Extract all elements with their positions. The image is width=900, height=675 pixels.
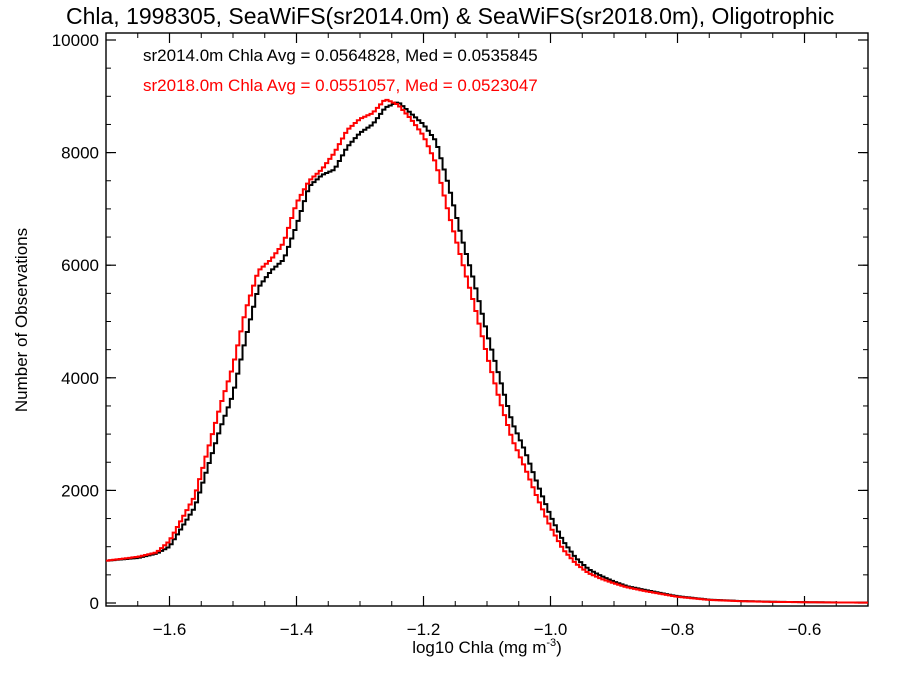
annotation-sr2018: sr2018.0m Chla Avg = 0.0551057, Med = 0.…: [143, 76, 538, 95]
y-tick-label: 8000: [61, 144, 99, 163]
x-tick-label: −1.4: [280, 620, 314, 639]
y-tick-label: 0: [90, 594, 99, 613]
y-tick-label: 10000: [52, 31, 99, 50]
x-axis-label-close: ): [556, 638, 562, 657]
series-layer: [106, 98, 868, 604]
y-tick-label: 6000: [61, 256, 99, 275]
y-tick-label: 4000: [61, 369, 99, 388]
plot-frame: [105, 32, 869, 607]
y-axis-label: Number of Observations: [12, 228, 31, 412]
chart-title: Chla, 1998305, SeaWiFS(sr2014.0m) & SeaW…: [66, 3, 834, 29]
x-axis-label: log10 Chla (mg m-3): [412, 637, 562, 657]
y-tick-label: 2000: [61, 481, 99, 500]
series-line-sr2018.0m: [106, 98, 868, 604]
x-tick-label: −1.0: [534, 620, 568, 639]
x-tick-label: −1.2: [407, 620, 441, 639]
x-tick-label: −0.8: [661, 620, 695, 639]
x-tick-label: −0.6: [788, 620, 822, 639]
x-axis-label-main: log10 Chla (mg m: [412, 638, 546, 657]
x-axis-label-superscript: -3: [546, 637, 556, 649]
annotation-sr2014: sr2014.0m Chla Avg = 0.0564828, Med = 0.…: [143, 46, 538, 65]
y-axis: 0 2000 4000 6000 8000 10000: [52, 31, 868, 613]
x-axis: −1.6 −1.4 −1.2 −1.0 −0.8 −0.6: [105, 33, 869, 639]
x-tick-label: −1.6: [153, 620, 187, 639]
